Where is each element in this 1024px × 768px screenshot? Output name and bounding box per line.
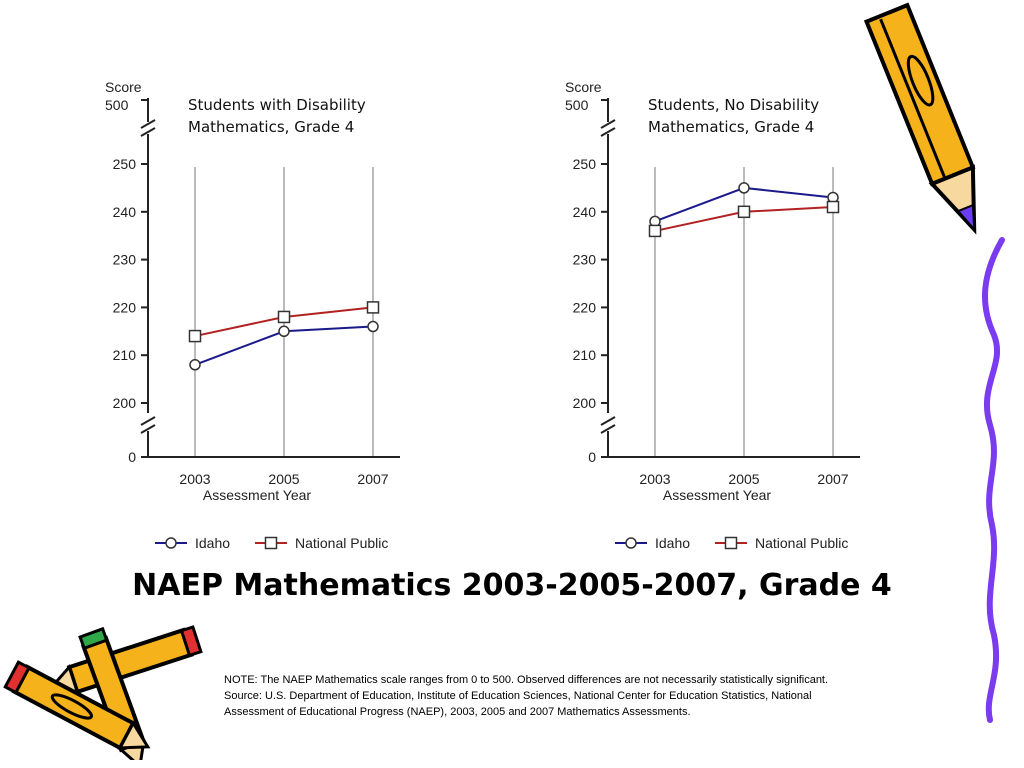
x-axis-label: Assessment Year: [663, 487, 772, 503]
slide-title: NAEP Mathematics 2003-2005-2007, Grade 4: [132, 568, 892, 603]
chart-title-line-2: Mathematics, Grade 4: [188, 118, 354, 136]
x-tick-label-2003: 2003: [179, 471, 210, 487]
y-tick-label-220: 220: [573, 299, 597, 315]
chart-title-line-2: Mathematics, Grade 4: [648, 118, 814, 136]
y-tick-label-250: 250: [113, 156, 137, 172]
y-tick-label-210: 210: [573, 347, 597, 363]
legend-label-idaho: Idaho: [195, 535, 230, 551]
x-tick-label-2007: 2007: [357, 471, 388, 487]
y-axis: [600, 98, 860, 458]
chart-svg-0: Students with Disability Mathematics, Gra…: [105, 79, 400, 551]
chart-svg-1: Students, No Disability Mathematics, Grad…: [565, 79, 860, 551]
legend-label-national-public: National Public: [755, 535, 848, 551]
legend-label-national-public: National Public: [295, 535, 388, 551]
point-idaho-2003: [189, 359, 201, 371]
y-tick-label-210: 210: [113, 347, 137, 363]
point-idaho-2005: [278, 325, 290, 338]
y-tick-label-200: 200: [113, 395, 137, 411]
y-tick-label-230: 230: [573, 252, 597, 268]
y-tick-label-240: 240: [113, 204, 137, 220]
point-national-public-2003: [648, 224, 662, 238]
y-axis-label: Score: [565, 79, 602, 95]
pencils-bottom-left-icon: [3, 625, 203, 760]
x-tick-label-2005: 2005: [728, 471, 759, 487]
point-national-public-2005: [737, 205, 751, 219]
y-tick-label-250: 250: [573, 156, 597, 172]
point-national-public-2007: [826, 200, 840, 214]
note-line-3: Assessment of Educational Progress (NAEP…: [224, 706, 691, 718]
chart-students-with-disability: Students with Disability Mathematics, Gra…: [100, 70, 400, 560]
legend: Idaho National Public: [615, 535, 848, 551]
x-tick-label-2005: 2005: [268, 471, 299, 487]
y-tick-label-zero: 0: [588, 449, 596, 465]
y-tick-label-240: 240: [573, 204, 597, 220]
y-tick-label-220: 220: [113, 299, 137, 315]
note-line-1: NOTE: The NAEP Mathematics scale ranges …: [224, 674, 829, 686]
y-axis-label: Score: [105, 79, 142, 95]
squiggle-decoration-icon: [982, 237, 1005, 723]
legend: Idaho National Public: [155, 535, 388, 551]
x-axis-label: Assessment Year: [203, 487, 312, 503]
x-tick-label-2007: 2007: [817, 471, 848, 487]
point-national-public-2007: [366, 301, 380, 314]
chart-title-line-1: Students with Disability: [188, 96, 366, 114]
chart-students-no-disability: Students, No Disability Mathematics, Grad…: [560, 70, 860, 560]
note-line-2: Source: U.S. Department of Education, In…: [224, 690, 812, 702]
y-tick-label-230: 230: [113, 252, 137, 268]
x-tick-label-2003: 2003: [639, 471, 670, 487]
y-tick-label-zero: 0: [128, 449, 136, 465]
y-axis-max-label: 500: [105, 97, 129, 113]
point-idaho-2005: [738, 182, 750, 194]
y-tick-label-200: 200: [573, 395, 597, 411]
y-axis: [140, 98, 400, 458]
legend-label-idaho: Idaho: [655, 535, 690, 551]
chart-title-line-1: Students, No Disability: [648, 96, 819, 114]
point-national-public-2005: [277, 310, 291, 324]
point-national-public-2003: [188, 329, 202, 343]
pencil-top-right-icon: [863, 2, 977, 235]
y-axis-max-label: 500: [565, 97, 589, 113]
source-note: NOTE: The NAEP Mathematics scale ranges …: [224, 672, 829, 720]
point-idaho-2007: [367, 320, 379, 333]
